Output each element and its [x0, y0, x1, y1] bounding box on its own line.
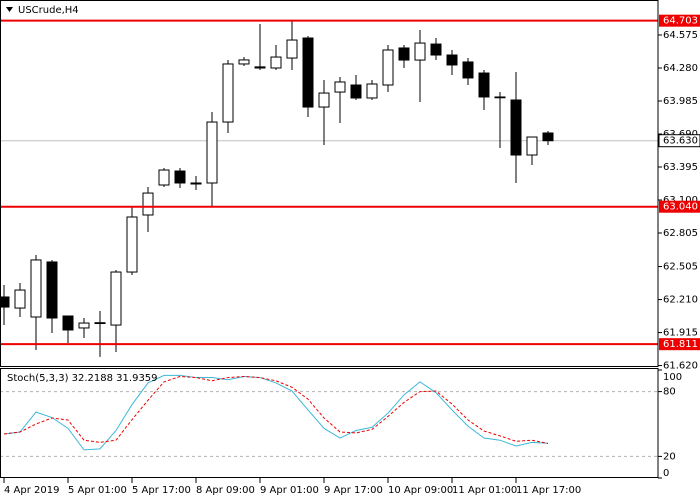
x-tick-label: 11 Apr 01:00	[452, 485, 517, 496]
indicator-title: Stoch(5,3,3) 32.2188 31.9359	[7, 373, 158, 384]
candle-body	[318, 92, 330, 108]
candle-body	[350, 84, 362, 99]
candle-body	[446, 54, 458, 66]
y-tick-label: 62.210	[663, 295, 698, 306]
candle-body	[190, 182, 202, 185]
candle-body	[494, 96, 506, 99]
stoch-line	[3, 375, 549, 444]
candle-body	[46, 261, 58, 319]
candle-body	[238, 59, 250, 65]
level-label-box	[659, 14, 700, 27]
candle-body	[0, 296, 10, 308]
candle-body	[462, 61, 474, 79]
candle-body	[510, 99, 522, 156]
level-label: 63.040	[663, 202, 698, 213]
candle-body	[286, 39, 298, 59]
x-tick-label: 11 Apr 17:00	[516, 485, 581, 496]
x-tick-label: 9 Apr 17:00	[324, 485, 383, 496]
candle-body	[78, 322, 90, 329]
last-price-label: 63.630	[663, 136, 698, 147]
symbol-title: USCrude,H4	[18, 5, 79, 16]
y-tick-label: 100	[663, 372, 682, 383]
x-tick-label: 8 Apr 09:00	[196, 485, 255, 496]
x-tick-label: 5 Apr 01:00	[68, 485, 127, 496]
x-tick-label: 10 Apr 09:00	[388, 485, 453, 496]
candle-body	[14, 289, 26, 309]
candle-body	[142, 192, 154, 216]
candle-body	[270, 56, 282, 69]
title-arrow	[6, 7, 13, 12]
y-tick-label: 63.985	[663, 96, 698, 107]
candle-body	[158, 169, 170, 186]
stoch-line	[3, 374, 549, 451]
last-price-box	[658, 134, 700, 148]
candle-body	[478, 72, 490, 98]
y-tick-label: 63.395	[663, 162, 698, 173]
candle-body	[366, 83, 378, 99]
y-tick-label: 64.575	[663, 30, 698, 41]
y-tick-label: 20	[663, 451, 676, 462]
level-label: 64.703	[663, 16, 698, 27]
y-tick-label: 63.100	[663, 195, 698, 206]
candle-body	[222, 63, 234, 123]
level-label: 61.811	[663, 339, 698, 350]
candle-body	[398, 47, 410, 61]
candle-body	[302, 37, 314, 108]
level-label-box	[659, 200, 700, 213]
candle-body	[94, 322, 106, 325]
candle-body	[526, 136, 538, 156]
candle-body	[62, 315, 74, 331]
y-tick-label: 62.805	[663, 228, 698, 239]
candle-body	[174, 170, 186, 184]
candle-body	[430, 43, 442, 56]
candle-body	[254, 66, 266, 69]
y-tick-label: 62.505	[663, 262, 698, 273]
y-tick-label: 64.280	[663, 63, 698, 74]
panel-frame	[0, 368, 659, 478]
y-tick-label: 61.915	[663, 328, 698, 339]
panel-frame	[0, 0, 659, 367]
x-tick-label: 4 Apr 2019	[4, 485, 59, 496]
level-label-box	[659, 338, 700, 351]
y-tick-label: 80	[663, 387, 676, 398]
x-tick-label: 9 Apr 01:00	[260, 485, 319, 496]
candle-body	[334, 81, 346, 93]
candle-body	[110, 271, 122, 326]
candle-body	[206, 121, 218, 184]
y-tick-label: 61.620	[663, 361, 698, 372]
y-tick-label: 0	[663, 468, 669, 479]
candle-body	[30, 259, 42, 318]
candle-body	[542, 132, 554, 142]
candle-body	[126, 216, 138, 273]
x-tick-label: 5 Apr 17:00	[132, 485, 191, 496]
candle-body	[414, 42, 426, 61]
candle-body	[382, 49, 394, 86]
